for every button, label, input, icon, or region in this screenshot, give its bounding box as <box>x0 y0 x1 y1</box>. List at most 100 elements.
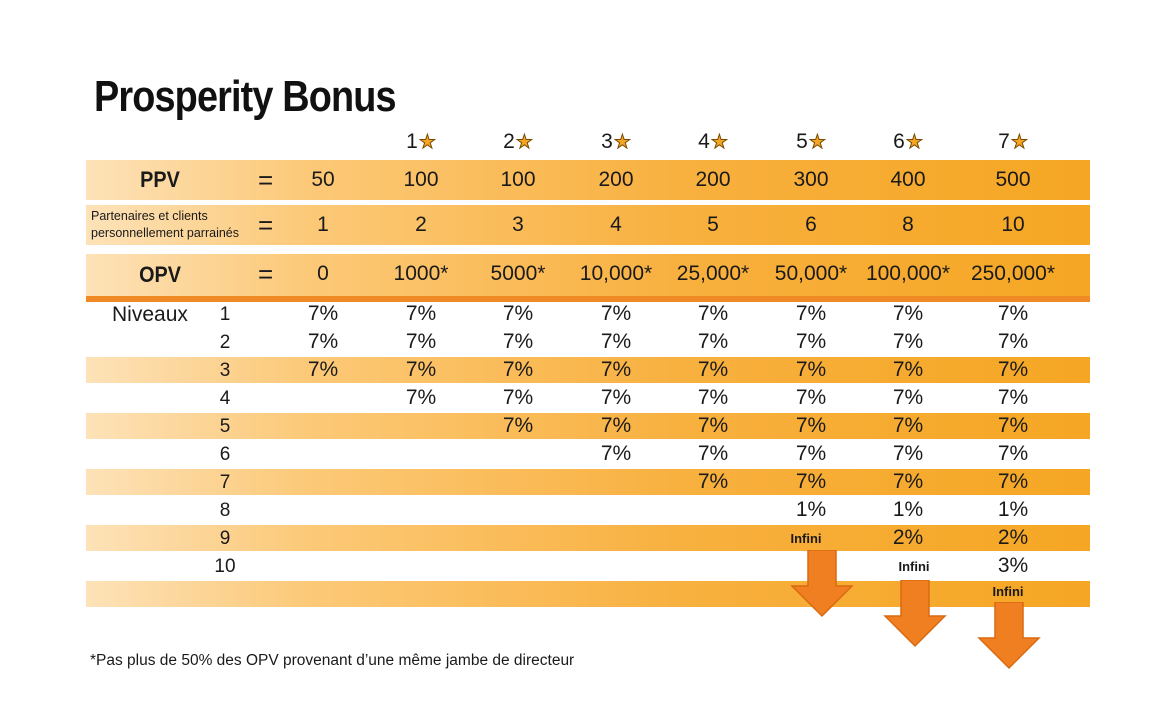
partners-value: 2 <box>415 213 427 236</box>
level-percentage: 7% <box>600 442 632 465</box>
star-icon: ★ <box>613 132 631 154</box>
level-percentage: 7% <box>502 414 534 437</box>
level-number: 5 <box>219 416 231 437</box>
footnote: *Pas plus de 50% des OPV provenant d’une… <box>90 652 575 669</box>
down-arrow-icon <box>977 602 1041 670</box>
down-arrow-icon <box>883 580 947 648</box>
partners-label-line1: Partenaires et clients <box>91 209 208 223</box>
level-percentage: 7% <box>795 414 827 437</box>
star-rank-2: 2★ <box>488 130 548 154</box>
star-icon: ★ <box>710 132 728 154</box>
ppv-value: 100 <box>403 168 439 191</box>
partners-value: 4 <box>610 213 622 236</box>
star-rank-number: 3 <box>601 130 613 153</box>
level-percentage: 7% <box>502 302 534 325</box>
star-rank-number: 1 <box>406 130 418 153</box>
star-rank-number: 7 <box>998 130 1010 153</box>
level-percentage: 7% <box>997 358 1029 381</box>
level-percentage: 2% <box>997 526 1029 549</box>
level-percentage: 7% <box>795 470 827 493</box>
level-percentage: 7% <box>997 470 1029 493</box>
level-percentage: 7% <box>795 386 827 409</box>
star-icon: ★ <box>905 132 923 154</box>
star-rank-4: 4★ <box>683 130 743 154</box>
level-percentage: 2% <box>892 526 924 549</box>
level-percentage: 7% <box>405 358 437 381</box>
level-number: 6 <box>219 444 231 465</box>
star-icon: ★ <box>1010 132 1028 154</box>
level-number: 2 <box>219 332 231 353</box>
header-divider <box>86 296 1090 302</box>
level-percentage: 7% <box>997 330 1029 353</box>
level-percentage: 7% <box>600 386 632 409</box>
level-percentage: 7% <box>502 358 534 381</box>
level-percentage: 7% <box>600 358 632 381</box>
star-rank-number: 5 <box>796 130 808 153</box>
opv-label: OPV <box>139 262 181 287</box>
partners-equals: = <box>258 210 274 240</box>
star-icon: ★ <box>808 132 826 154</box>
level-percentage: 7% <box>600 330 632 353</box>
level-percentage: 7% <box>892 358 924 381</box>
partners-value: 3 <box>512 213 524 236</box>
level-percentage: 7% <box>697 470 729 493</box>
level-number: 10 <box>214 556 236 577</box>
opv-value: 5000* <box>490 262 546 285</box>
level-percentage: 7% <box>997 414 1029 437</box>
partners-label-line2: personnellement parrainés <box>91 226 240 240</box>
partners-value: 10 <box>1001 213 1025 236</box>
level-percentage: 1% <box>997 498 1029 521</box>
opv-value: 250,000* <box>970 262 1056 285</box>
level-percentage: 7% <box>795 302 827 325</box>
level-number: 9 <box>219 528 231 549</box>
opv-value: 50,000* <box>774 262 848 285</box>
level-percentage: 7% <box>405 386 437 409</box>
level-percentage: 7% <box>600 414 632 437</box>
level-percentage: 7% <box>997 442 1029 465</box>
level-number: 4 <box>219 388 231 409</box>
level-percentage: 7% <box>697 358 729 381</box>
opv-row-band <box>86 254 1090 296</box>
level-percentage: 7% <box>795 330 827 353</box>
level-percentage: 7% <box>697 302 729 325</box>
down-arrow-icon <box>790 550 854 618</box>
partners-value: 5 <box>707 213 719 236</box>
level-percentage: 7% <box>892 470 924 493</box>
level-row-band <box>86 357 1090 383</box>
level-percentage: 7% <box>307 302 339 325</box>
level-percentage: 7% <box>405 330 437 353</box>
star-rank-number: 6 <box>893 130 905 153</box>
star-rank-5: 5★ <box>781 130 841 154</box>
star-rank-number: 4 <box>698 130 710 153</box>
level-percentage: 7% <box>997 302 1029 325</box>
opv-value: 100,000* <box>865 262 951 285</box>
star-icon: ★ <box>418 132 436 154</box>
star-rank-7: 7★ <box>983 130 1043 154</box>
partners-label: Partenaires et clients personnellement p… <box>91 208 239 242</box>
ppv-value: 400 <box>890 168 926 191</box>
partners-value: 1 <box>317 213 329 236</box>
opv-value: 10,000* <box>579 262 653 285</box>
level-percentage: 7% <box>502 330 534 353</box>
ppv-value: 200 <box>695 168 731 191</box>
levels-label: Niveaux <box>112 303 188 326</box>
ppv-label: PPV <box>140 167 180 192</box>
ppv-value: 300 <box>793 168 829 191</box>
level-row-band <box>86 413 1090 439</box>
ppv-value: 200 <box>598 168 634 191</box>
level-number: 1 <box>219 304 231 325</box>
ppv-row-band <box>86 160 1090 200</box>
level-percentage: 7% <box>892 386 924 409</box>
level-number: 3 <box>219 360 231 381</box>
level-percentage: 3% <box>997 554 1029 577</box>
level-percentage: 7% <box>795 358 827 381</box>
partners-value: 6 <box>805 213 817 236</box>
level-row-band <box>86 525 1090 551</box>
level-percentage: 1% <box>892 498 924 521</box>
opv-value: 0 <box>317 262 329 285</box>
infini-label-6star: Infini <box>898 559 930 574</box>
ppv-value: 50 <box>311 168 335 191</box>
level-percentage: 7% <box>697 330 729 353</box>
ppv-value: 100 <box>500 168 536 191</box>
level-percentage: 7% <box>405 302 437 325</box>
